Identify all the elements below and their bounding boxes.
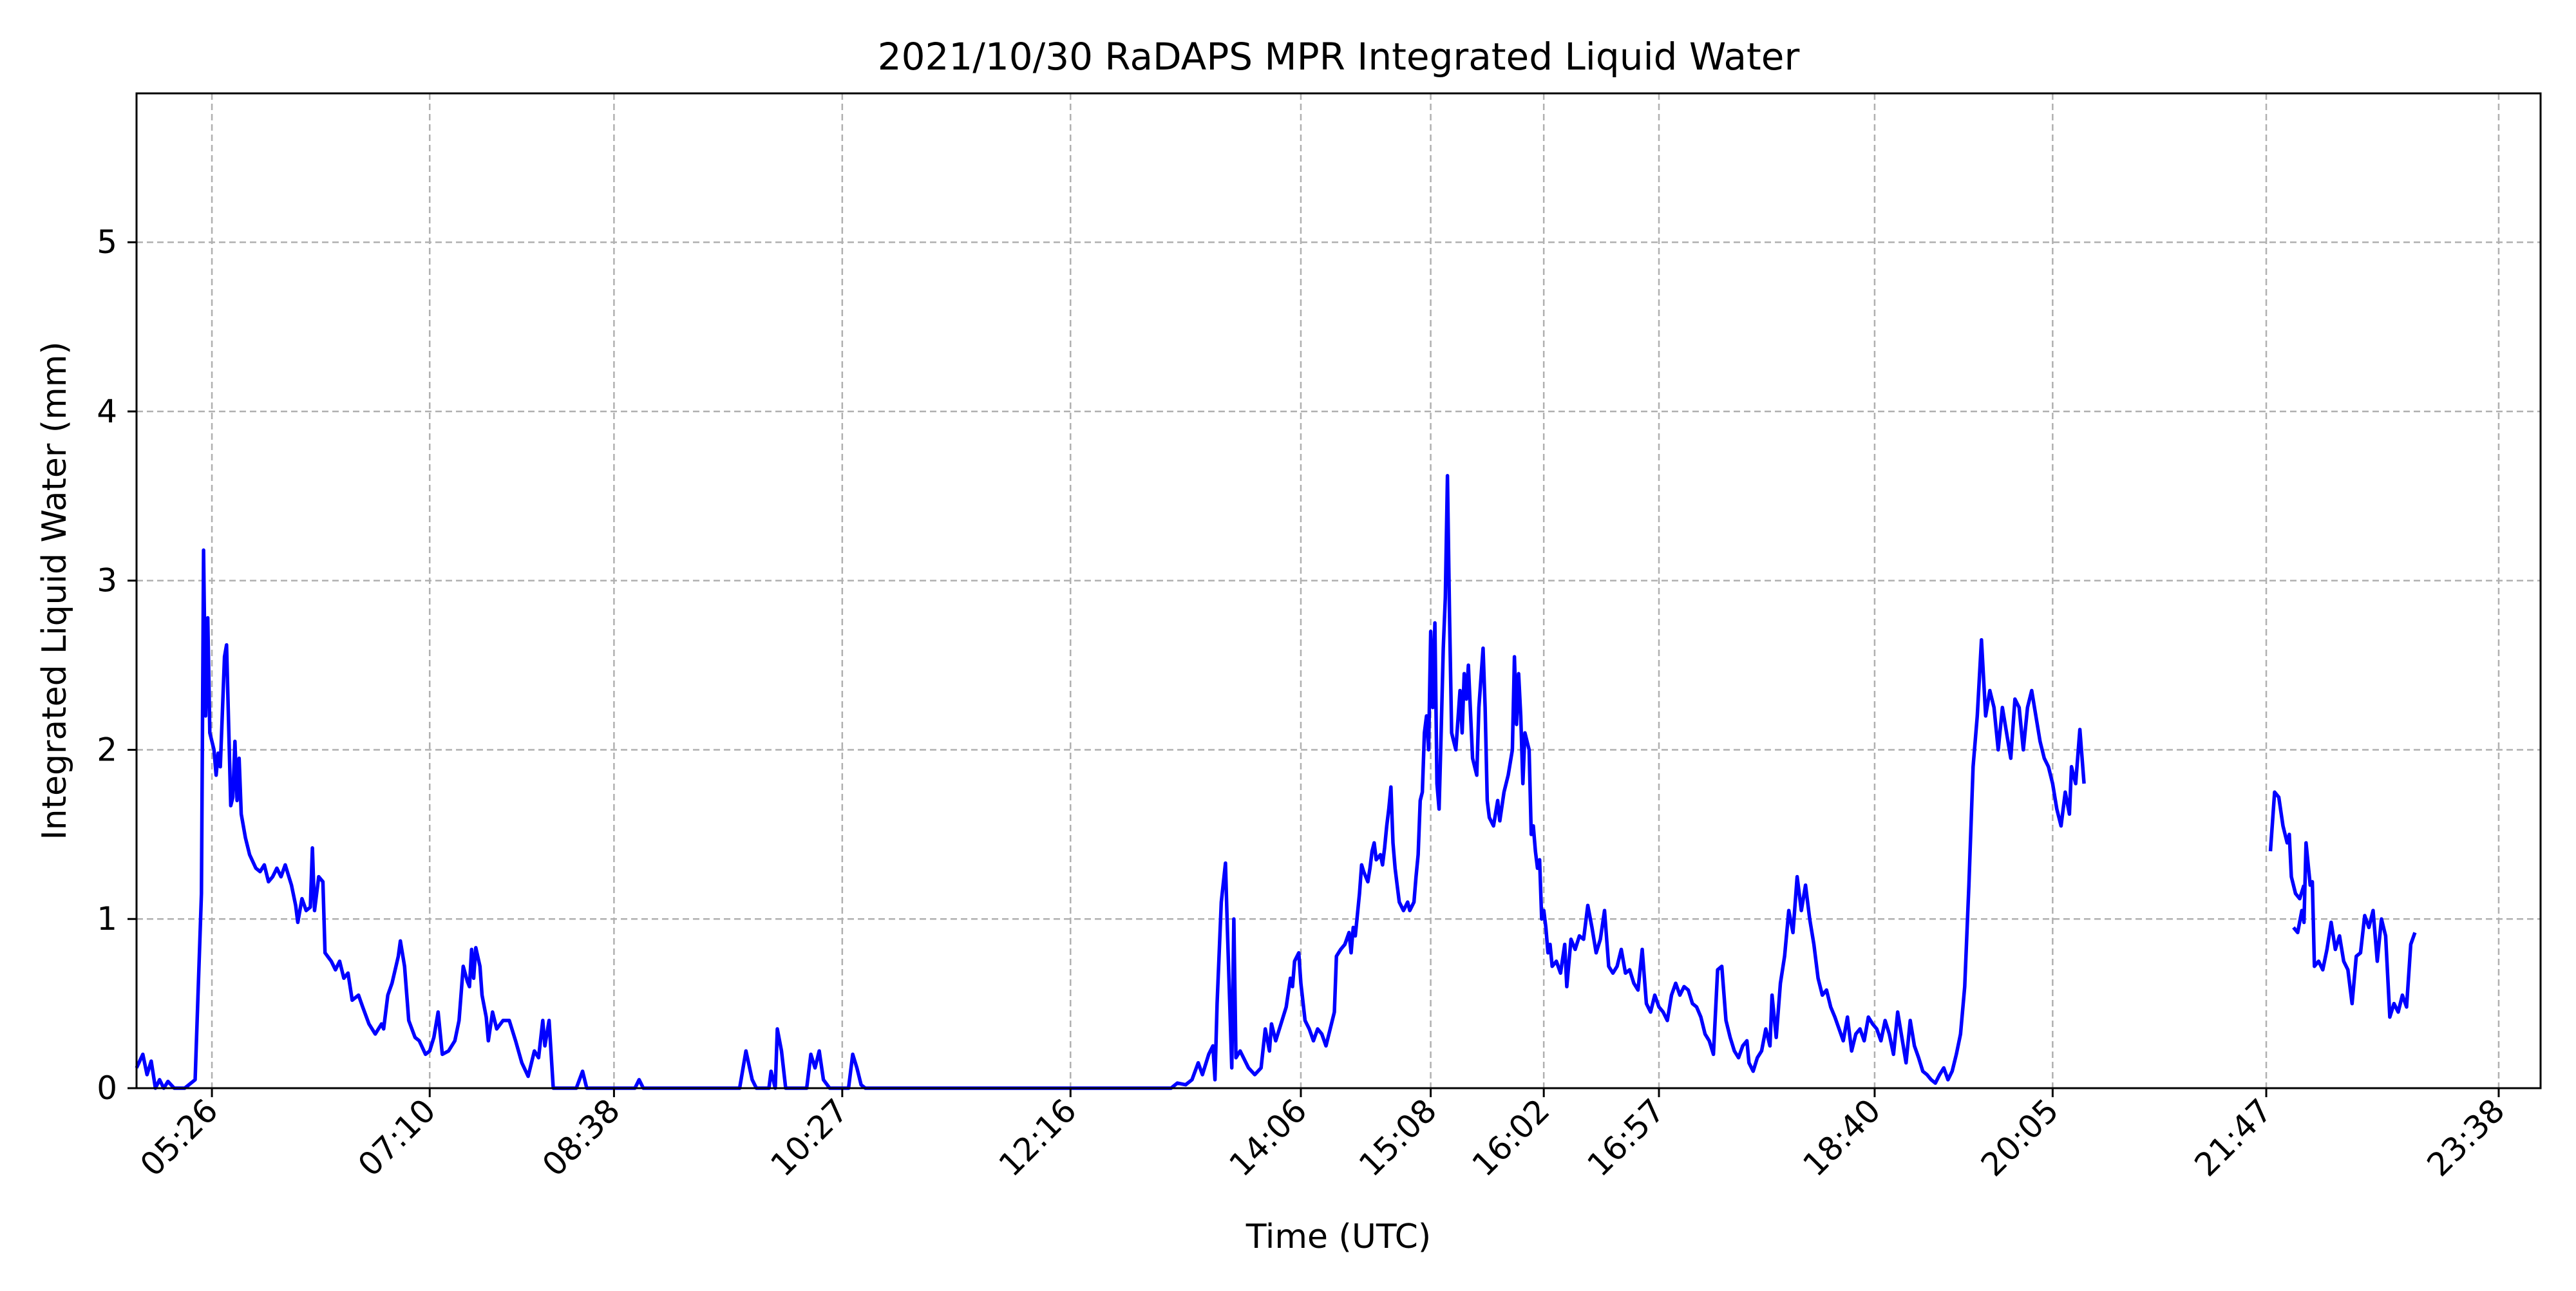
y-tick-label: 0 xyxy=(97,1070,117,1107)
y-tick-label: 1 xyxy=(97,900,117,938)
ilw-series-line xyxy=(2268,790,2306,901)
ilw-series-line xyxy=(135,474,2086,1090)
series-layer xyxy=(135,474,2417,1090)
y-tick-label: 4 xyxy=(97,393,117,430)
y-tick-label: 2 xyxy=(97,731,117,768)
plot-frame xyxy=(135,92,2542,1089)
ilw-series-line xyxy=(2292,841,2417,1019)
chart-title: 2021/10/30 RaDAPS MPR Integrated Liquid … xyxy=(878,35,1800,79)
y-tick-label: 5 xyxy=(97,223,117,261)
x-axis-label: Time (UTC) xyxy=(1245,1218,1431,1256)
y-tick-label: 3 xyxy=(97,562,117,599)
y-axis-label: Integrated Liquid Water (mm) xyxy=(35,341,74,840)
